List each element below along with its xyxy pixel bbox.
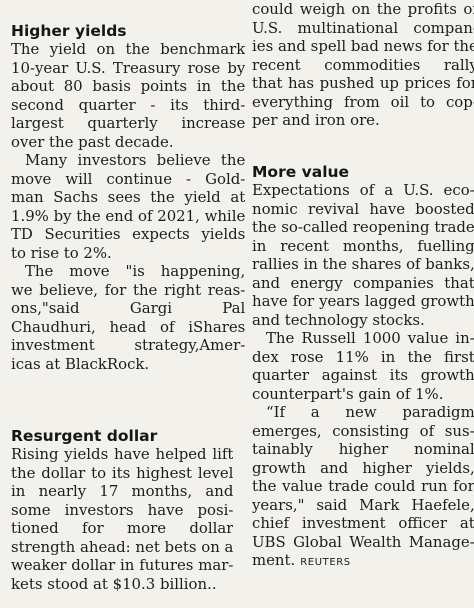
text-line: we believe, for the right reas- xyxy=(11,280,246,299)
text-line: quarter against its growth xyxy=(252,366,474,384)
news-agency-credit: REUTERS xyxy=(300,557,351,568)
text-line: emerges, consisting of sus- xyxy=(252,421,474,440)
text-line: ies and spell bad news for the xyxy=(252,37,474,55)
text-line: have for years lagged growth xyxy=(252,292,474,310)
text-line: The Russell 1000 value in- xyxy=(266,329,474,347)
text-line: Rising yields have helped lift xyxy=(11,445,234,463)
text-line: everything from oil to cop- xyxy=(252,92,474,111)
text-line: recent commodities rally xyxy=(252,55,474,74)
text-line: to rise to 2%. xyxy=(11,243,112,262)
text-line: the so-called reopening trade xyxy=(252,218,474,236)
text-line: UBS Global Wealth Manage- xyxy=(252,532,474,551)
text-line: nomic revival have boosted xyxy=(252,199,474,218)
paragraph: Expectations of a U.S. eco- nomic reviva… xyxy=(252,181,474,329)
text-line: counterpart's gain of 1%. xyxy=(252,384,444,403)
text-line: Many investors believe the xyxy=(25,151,246,169)
section-more-value: More value Expectations of a U.S. eco- n… xyxy=(252,163,474,570)
text-line: Expectations of a U.S. eco- xyxy=(252,181,474,199)
paragraph: The yield on the benchmark 10-year U.S. … xyxy=(11,40,245,151)
text-line: per and iron ore. xyxy=(252,111,380,129)
text-line: tainably higher nominal xyxy=(252,440,474,458)
text-line: largest quarterly increase xyxy=(11,114,246,132)
paragraph: Many investors believe the move will con… xyxy=(11,151,245,262)
text-line: in nearly 17 months, and xyxy=(11,482,234,500)
text-line: TD Securities expects yields xyxy=(11,225,246,243)
section-heading: Higher yields xyxy=(11,22,127,40)
text-line: and technology stocks. xyxy=(252,310,425,329)
paragraph: The move "is happening, we believe, for … xyxy=(11,262,245,373)
text-line: ons,"said Gargi Pal xyxy=(11,299,246,317)
text-line: man Sachs sees the yield at xyxy=(11,188,246,206)
text-line: strength ahead: net bets on a xyxy=(11,537,234,556)
text-line: in recent months, fuelling xyxy=(252,236,474,255)
paragraph: Rising yields have helped lift the dolla… xyxy=(11,445,233,593)
text-line: over the past decade. xyxy=(11,132,174,151)
text-line: kets stood at $10.3 billion.. xyxy=(11,574,217,593)
text-line: U.S. multinational compan- xyxy=(252,18,474,37)
text-line: 1.9% by the end of 2021, while xyxy=(11,206,246,225)
text-line: icas at BlackRock. xyxy=(11,354,150,373)
text-line: rallies in the shares of banks, xyxy=(252,255,474,273)
text-line: 10-year U.S. Treasury rose by xyxy=(11,58,246,77)
continued-paragraph: could weigh on the profits of U.S. multi… xyxy=(252,0,474,130)
paragraph: The Russell 1000 value in- dex rose 11% … xyxy=(252,329,474,403)
text-line: weaker dollar in futures mar- xyxy=(11,556,234,574)
text-line: about 80 basis points in the xyxy=(11,77,246,95)
text-line: years," said Mark Haefele, xyxy=(252,495,474,514)
text-line: “If a new paradigm xyxy=(266,403,474,421)
text-line: chief investment officer at xyxy=(252,514,474,532)
text-line: some investors have posi- xyxy=(11,500,234,519)
section-heading: Resurgent dollar xyxy=(11,427,158,445)
text-line: Chaudhuri, head of iShares xyxy=(11,317,246,336)
text-line: tioned for more dollar xyxy=(11,519,234,537)
text-line: The move "is happening, xyxy=(25,262,246,280)
text-line: and energy companies that xyxy=(252,273,474,292)
paragraph: “If a new paradigm emerges, consisting o… xyxy=(252,403,474,570)
section-higher-yields: Higher yields The yield on the benchmark… xyxy=(11,22,245,373)
text-line: dex rose 11% in the first xyxy=(252,347,474,366)
section-resurgent-dollar: Resurgent dollar Rising yields have help… xyxy=(11,427,233,593)
text-line: could weigh on the profits of xyxy=(252,0,474,18)
text-line: The yield on the benchmark xyxy=(11,40,246,58)
text-line: investment strategy,Amer- xyxy=(11,336,246,354)
section-heading: More value xyxy=(252,163,350,181)
text-line: move will continue - Gold- xyxy=(11,169,246,188)
text-line: growth and higher yields, xyxy=(252,458,474,477)
text-line: second quarter - its third- xyxy=(11,95,246,114)
text-line-end: ment. xyxy=(252,551,296,569)
text-line: ment. REUTERS xyxy=(252,551,474,570)
text-line: that has pushed up prices for xyxy=(252,74,474,92)
text-line: the value trade could run for xyxy=(252,477,474,495)
text-line: the dollar to its highest level xyxy=(11,463,234,482)
